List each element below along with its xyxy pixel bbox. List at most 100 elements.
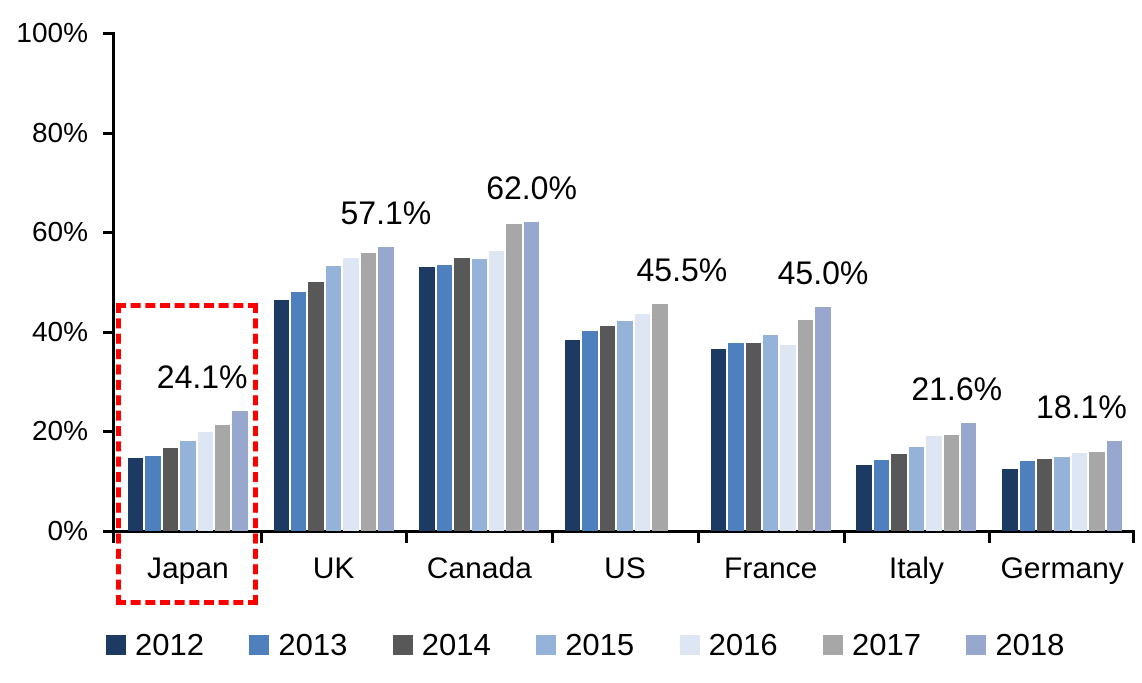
bar-japan-2013 — [145, 455, 161, 531]
bar-france-2013 — [728, 342, 744, 531]
y-axis-tick-label: 0% — [47, 515, 88, 546]
data-label-france: 45.0% — [777, 254, 869, 291]
bar-germany-2016 — [1071, 452, 1088, 531]
bar-us-2013 — [582, 330, 598, 531]
legend-swatch-2013 — [249, 635, 270, 655]
y-axis-line — [112, 32, 115, 534]
category-label-italy: Italy — [888, 552, 944, 585]
bar-italy-2018 — [960, 423, 977, 531]
bar-canada-2018 — [523, 222, 540, 531]
bar-uk-2012 — [273, 299, 290, 531]
data-label-uk: 57.1% — [340, 194, 432, 231]
bar-canada-2014 — [454, 257, 470, 531]
legend-swatch-2015 — [536, 635, 557, 655]
bar-italy-2017 — [943, 435, 960, 531]
bar-germany-2015 — [1054, 456, 1070, 531]
bar-france-2018 — [815, 306, 831, 531]
bar-japan-2017 — [214, 425, 231, 531]
bar-us-2015 — [617, 320, 633, 531]
bar-uk-2013 — [290, 292, 307, 531]
bar-italy-2012 — [856, 464, 872, 531]
legend-swatch-2012 — [106, 635, 126, 655]
y-axis-tick-label: 80% — [31, 116, 88, 148]
legend-label-2017: 2017 — [852, 627, 921, 662]
bar-france-2017 — [797, 319, 814, 531]
bar-italy-2013 — [873, 460, 890, 531]
bar-italy-2016 — [926, 436, 942, 531]
legend-label-2018: 2018 — [995, 627, 1065, 662]
bar-france-2014 — [745, 342, 762, 531]
bar-france-2015 — [762, 334, 779, 531]
y-axis-tick — [103, 32, 115, 35]
bar-japan-2015 — [180, 440, 196, 531]
bar-uk-2017 — [360, 253, 377, 531]
bar-germany-2013 — [1019, 460, 1036, 531]
y-axis-tick-label: 40% — [31, 315, 88, 347]
category-boundary-tick — [551, 530, 554, 543]
y-axis-tick-label: 100% — [16, 17, 88, 48]
legend-swatch-2017 — [823, 635, 843, 655]
legend-label-2014: 2014 — [421, 627, 491, 662]
legend-label-2015: 2015 — [565, 627, 635, 662]
bar-japan-2016 — [197, 431, 214, 531]
bar-canada-2012 — [419, 266, 435, 531]
bar-canada-2013 — [436, 265, 453, 531]
category-label-us: US — [604, 552, 646, 585]
bar-germany-2012 — [1002, 468, 1018, 531]
data-label-germany: 18.1% — [1036, 388, 1127, 425]
bar-canada-2017 — [506, 224, 522, 531]
data-label-japan: 24.1% — [156, 358, 248, 395]
category-label-japan: Japan — [146, 552, 229, 585]
category-label-canada: Canada — [426, 552, 532, 585]
legend: 2012 2013 2014 2015 2016 2017 2018 — [0, 620, 1142, 670]
bar-us-2012 — [564, 340, 581, 531]
bar-germany-2018 — [1106, 440, 1123, 531]
bar-us-2016 — [634, 313, 651, 531]
category-boundary-tick — [988, 530, 991, 543]
category-label-germany: Germany — [1000, 552, 1124, 585]
legend-swatch-2016 — [679, 635, 700, 655]
bar-france-2016 — [780, 344, 796, 531]
bar-uk-2014 — [308, 282, 324, 531]
bar-germany-2014 — [1036, 458, 1053, 531]
bar-uk-2016 — [343, 258, 359, 531]
category-label-france: France — [724, 552, 818, 585]
bar-uk-2018 — [378, 246, 394, 531]
y-axis-tick — [103, 430, 115, 434]
data-label-us: 45.5% — [636, 252, 728, 289]
y-axis-tick-label: 60% — [31, 216, 88, 248]
bar-france-2012 — [710, 348, 727, 531]
legend-label-2012: 2012 — [135, 627, 204, 662]
x-axis-line — [113, 530, 1135, 533]
legend-swatch-2018 — [966, 635, 987, 655]
category-boundary-tick — [112, 530, 115, 543]
bar-uk-2015 — [325, 265, 342, 531]
y-axis-tick — [103, 530, 115, 533]
bar-italy-2014 — [891, 453, 907, 531]
legend-swatch-2014 — [392, 635, 413, 655]
bar-japan-2012 — [127, 457, 144, 531]
category-boundary-tick — [697, 530, 700, 543]
y-axis-tick — [103, 231, 115, 235]
data-label-canada: 62.0% — [486, 170, 577, 207]
y-axis-tick — [103, 330, 115, 334]
category-boundary-tick — [1132, 530, 1135, 543]
bar-japan-2014 — [162, 448, 179, 531]
bar-canada-2015 — [471, 259, 488, 531]
y-axis-tick — [103, 131, 115, 135]
category-boundary-tick — [405, 530, 408, 543]
bar-canada-2016 — [488, 251, 505, 531]
legend-label-2013: 2013 — [278, 627, 348, 662]
category-boundary-tick — [260, 530, 263, 543]
bar-japan-2018 — [232, 410, 248, 531]
bar-italy-2015 — [908, 446, 925, 531]
bar-germany-2017 — [1089, 451, 1105, 531]
bar-us-2014 — [599, 326, 616, 531]
category-label-uk: UK — [312, 552, 355, 585]
y-axis-tick-label: 20% — [31, 415, 88, 447]
legend-label-2016: 2016 — [708, 627, 778, 662]
category-boundary-tick — [843, 530, 846, 543]
data-label-italy: 21.6% — [911, 371, 1003, 408]
bar-us-2017 — [652, 304, 668, 531]
